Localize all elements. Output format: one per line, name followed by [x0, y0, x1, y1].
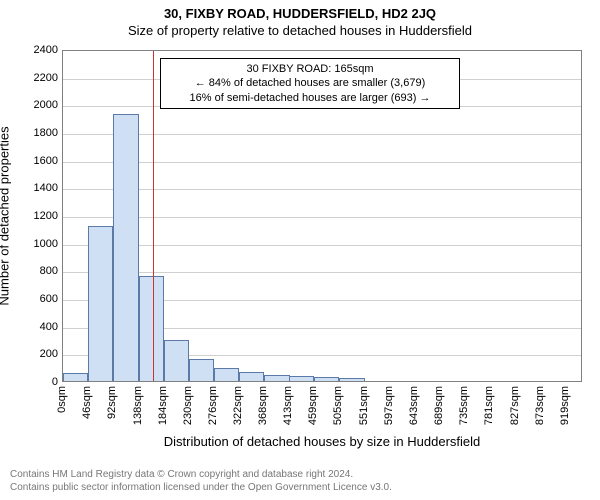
chart-subtitle: Size of property relative to detached ho… — [0, 23, 600, 38]
histogram-bar — [214, 368, 239, 381]
footer-line-1: Contains HM Land Registry data © Crown c… — [10, 469, 392, 482]
xtick-label: 230sqm — [182, 386, 194, 425]
xtick-label: 781sqm — [483, 386, 495, 425]
gridline — [63, 245, 581, 246]
xtick-label: 873sqm — [534, 386, 546, 425]
ytick-label: 400 — [0, 321, 58, 333]
xtick-label: 322sqm — [232, 386, 244, 425]
xtick-label: 597sqm — [383, 386, 395, 425]
ytick-label: 2400 — [0, 44, 58, 56]
histogram-bar — [88, 226, 113, 381]
annotation-box: 30 FIXBY ROAD: 165sqm ← 84% of detached … — [160, 58, 460, 109]
ytick-label: 200 — [0, 348, 58, 360]
xtick-label: 92sqm — [106, 386, 118, 419]
gridline — [63, 272, 581, 273]
footer-line-2: Contains public sector information licen… — [10, 482, 392, 495]
histogram-bar — [339, 378, 364, 381]
xtick-label: 827sqm — [509, 386, 521, 425]
xtick-label: 276sqm — [207, 386, 219, 425]
annotation-line-1: 30 FIXBY ROAD: 165sqm — [167, 62, 453, 76]
annotation-line-3: 16% of semi-detached houses are larger (… — [167, 91, 453, 105]
xtick-label: 735sqm — [458, 386, 470, 425]
y-axis-label: Number of detached properties — [0, 126, 12, 305]
xtick-label: 138sqm — [132, 386, 144, 425]
reference-line — [153, 51, 154, 381]
xtick-label: 0sqm — [56, 386, 68, 413]
histogram-bar — [113, 114, 138, 381]
histogram-bar — [289, 376, 314, 381]
chart-title: 30, FIXBY ROAD, HUDDERSFIELD, HD2 2JQ — [0, 0, 600, 21]
gridline — [63, 134, 581, 135]
annotation-line-2: ← 84% of detached houses are smaller (3,… — [167, 76, 453, 90]
histogram-bar — [314, 377, 339, 381]
xtick-label: 689sqm — [433, 386, 445, 425]
xtick-label: 643sqm — [408, 386, 420, 425]
xtick-label: 184sqm — [157, 386, 169, 425]
ytick-label: 2200 — [0, 72, 58, 84]
gridline — [63, 217, 581, 218]
histogram-bar — [239, 372, 264, 381]
ytick-label: 2000 — [0, 99, 58, 111]
xtick-label: 413sqm — [282, 386, 294, 425]
xtick-label: 46sqm — [81, 386, 93, 419]
x-axis-label: Distribution of detached houses by size … — [62, 434, 582, 449]
xtick-label: 919sqm — [559, 386, 571, 425]
histogram-bar — [264, 375, 289, 381]
xtick-label: 459sqm — [307, 386, 319, 425]
histogram-bar — [164, 340, 189, 382]
xtick-label: 368sqm — [257, 386, 269, 425]
xtick-label: 505sqm — [332, 386, 344, 425]
chart-container: 30, FIXBY ROAD, HUDDERSFIELD, HD2 2JQ Si… — [0, 0, 600, 500]
gridline — [63, 189, 581, 190]
ytick-label: 0 — [0, 376, 58, 388]
gridline — [63, 162, 581, 163]
histogram-bar — [63, 373, 88, 381]
footer-attribution: Contains HM Land Registry data © Crown c… — [10, 469, 392, 494]
xtick-label: 551sqm — [358, 386, 370, 425]
histogram-bar — [189, 359, 214, 381]
histogram-bar — [139, 276, 164, 381]
